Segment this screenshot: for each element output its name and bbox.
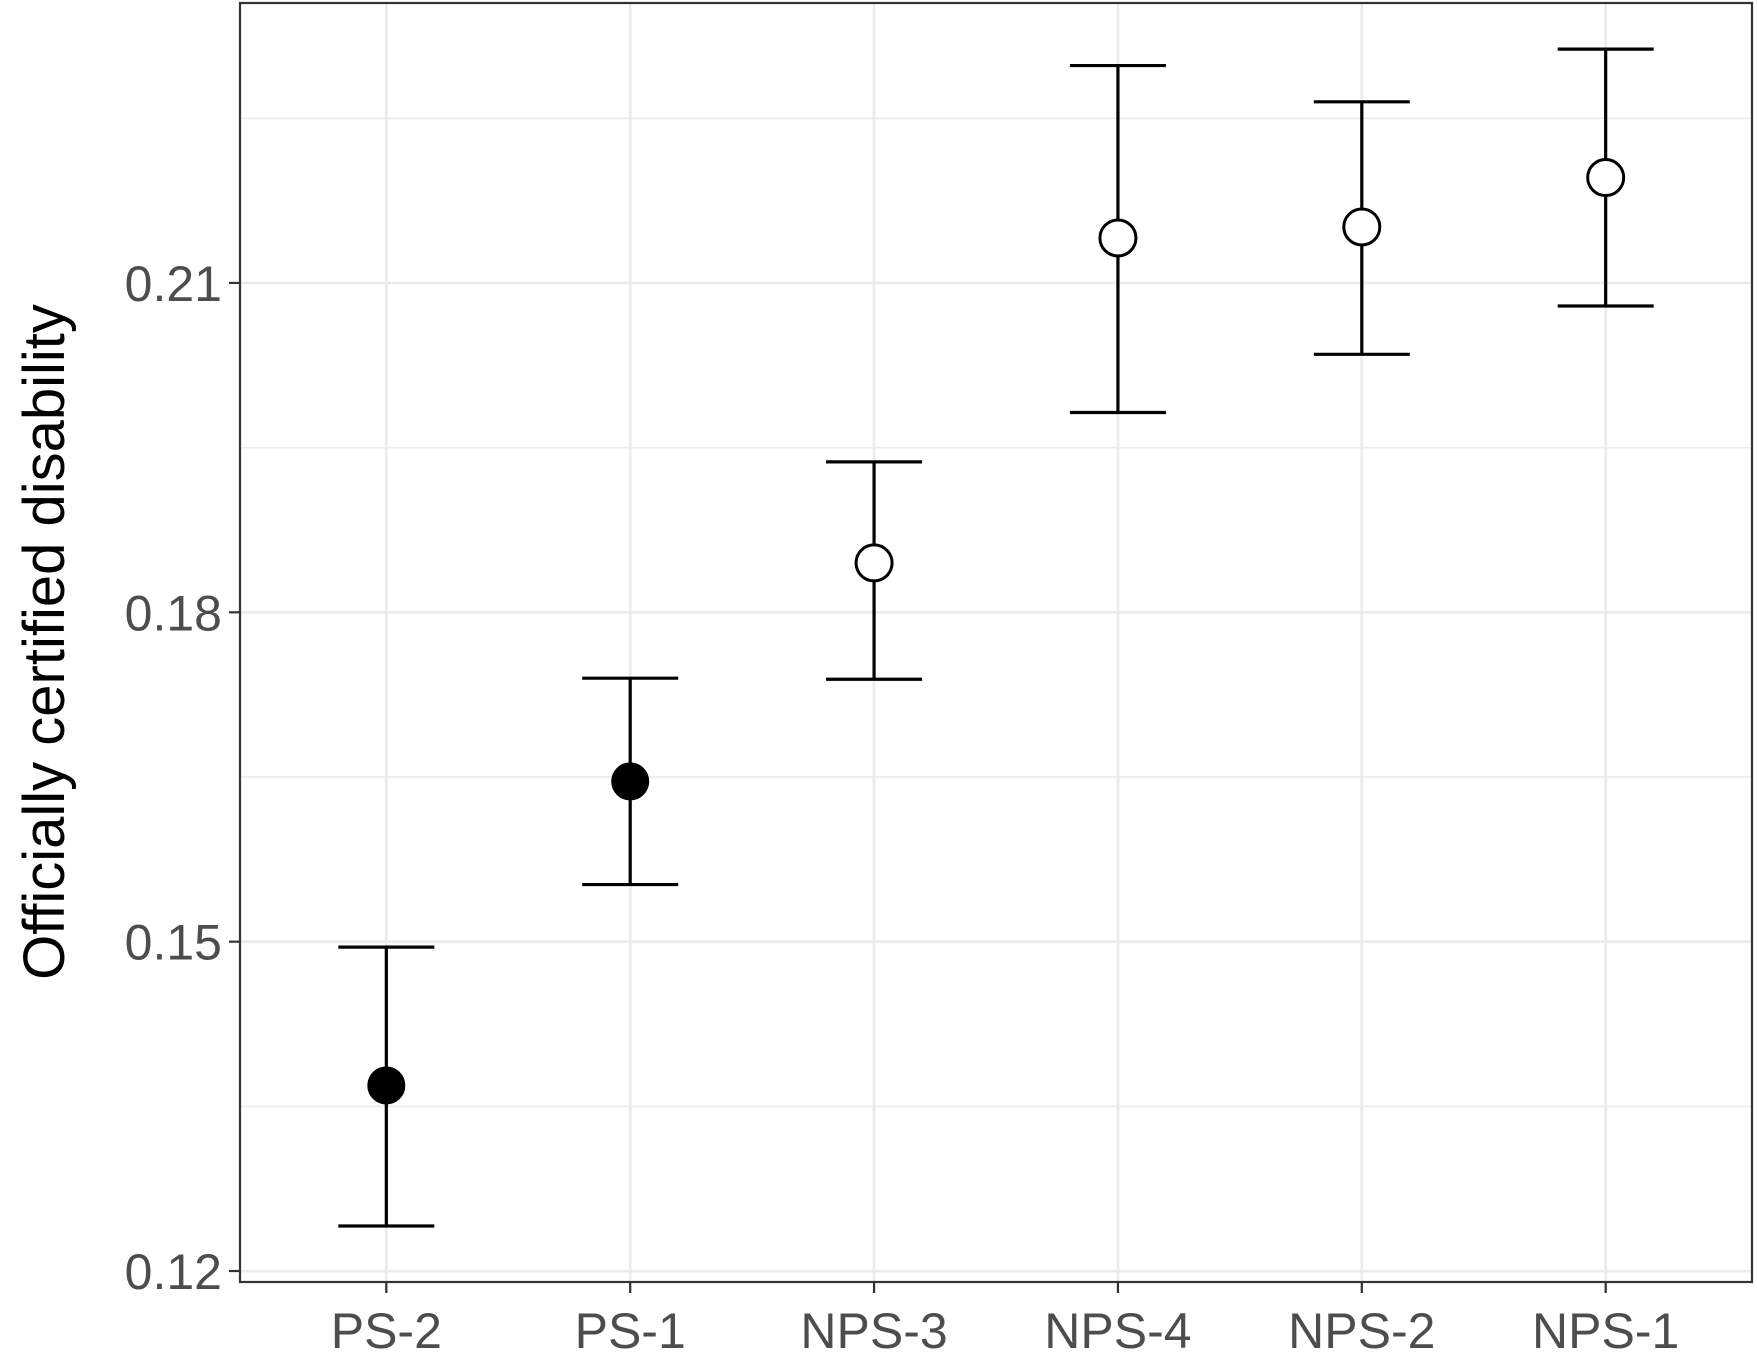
point-open: [1586, 158, 1626, 198]
panel-border: [238, 1, 1754, 1284]
x-tick-label: NPS-3: [800, 1303, 947, 1354]
x-tick-label: NPS-1: [1532, 1303, 1679, 1354]
x-axis: PS-2 PS-1 NPS-3 NPS-4 NPS-2 NPS-1: [331, 1282, 1679, 1354]
point-open: [1098, 218, 1138, 258]
x-tick-label: PS-1: [575, 1303, 686, 1354]
y-tick-label: 0.15: [125, 915, 222, 971]
y-tick-label: 0.12: [125, 1244, 222, 1300]
point-open: [854, 543, 894, 583]
point-filled: [367, 1066, 406, 1105]
y-tick-label: 0.21: [125, 256, 222, 312]
x-tick-label: NPS-2: [1288, 1303, 1435, 1354]
y-axis-title: Officially certified disability: [12, 304, 77, 980]
x-tick-label: NPS-4: [1044, 1303, 1191, 1354]
y-tick-label: 0.18: [125, 585, 222, 641]
minor-gridlines: [240, 117, 1752, 1108]
y-axis: 0.12 0.15 0.18 0.21: [125, 256, 240, 1300]
point-open: [1342, 207, 1382, 247]
data-marks: [338, 47, 1654, 1228]
point-filled: [611, 762, 650, 801]
x-tick-label: PS-2: [331, 1303, 442, 1354]
